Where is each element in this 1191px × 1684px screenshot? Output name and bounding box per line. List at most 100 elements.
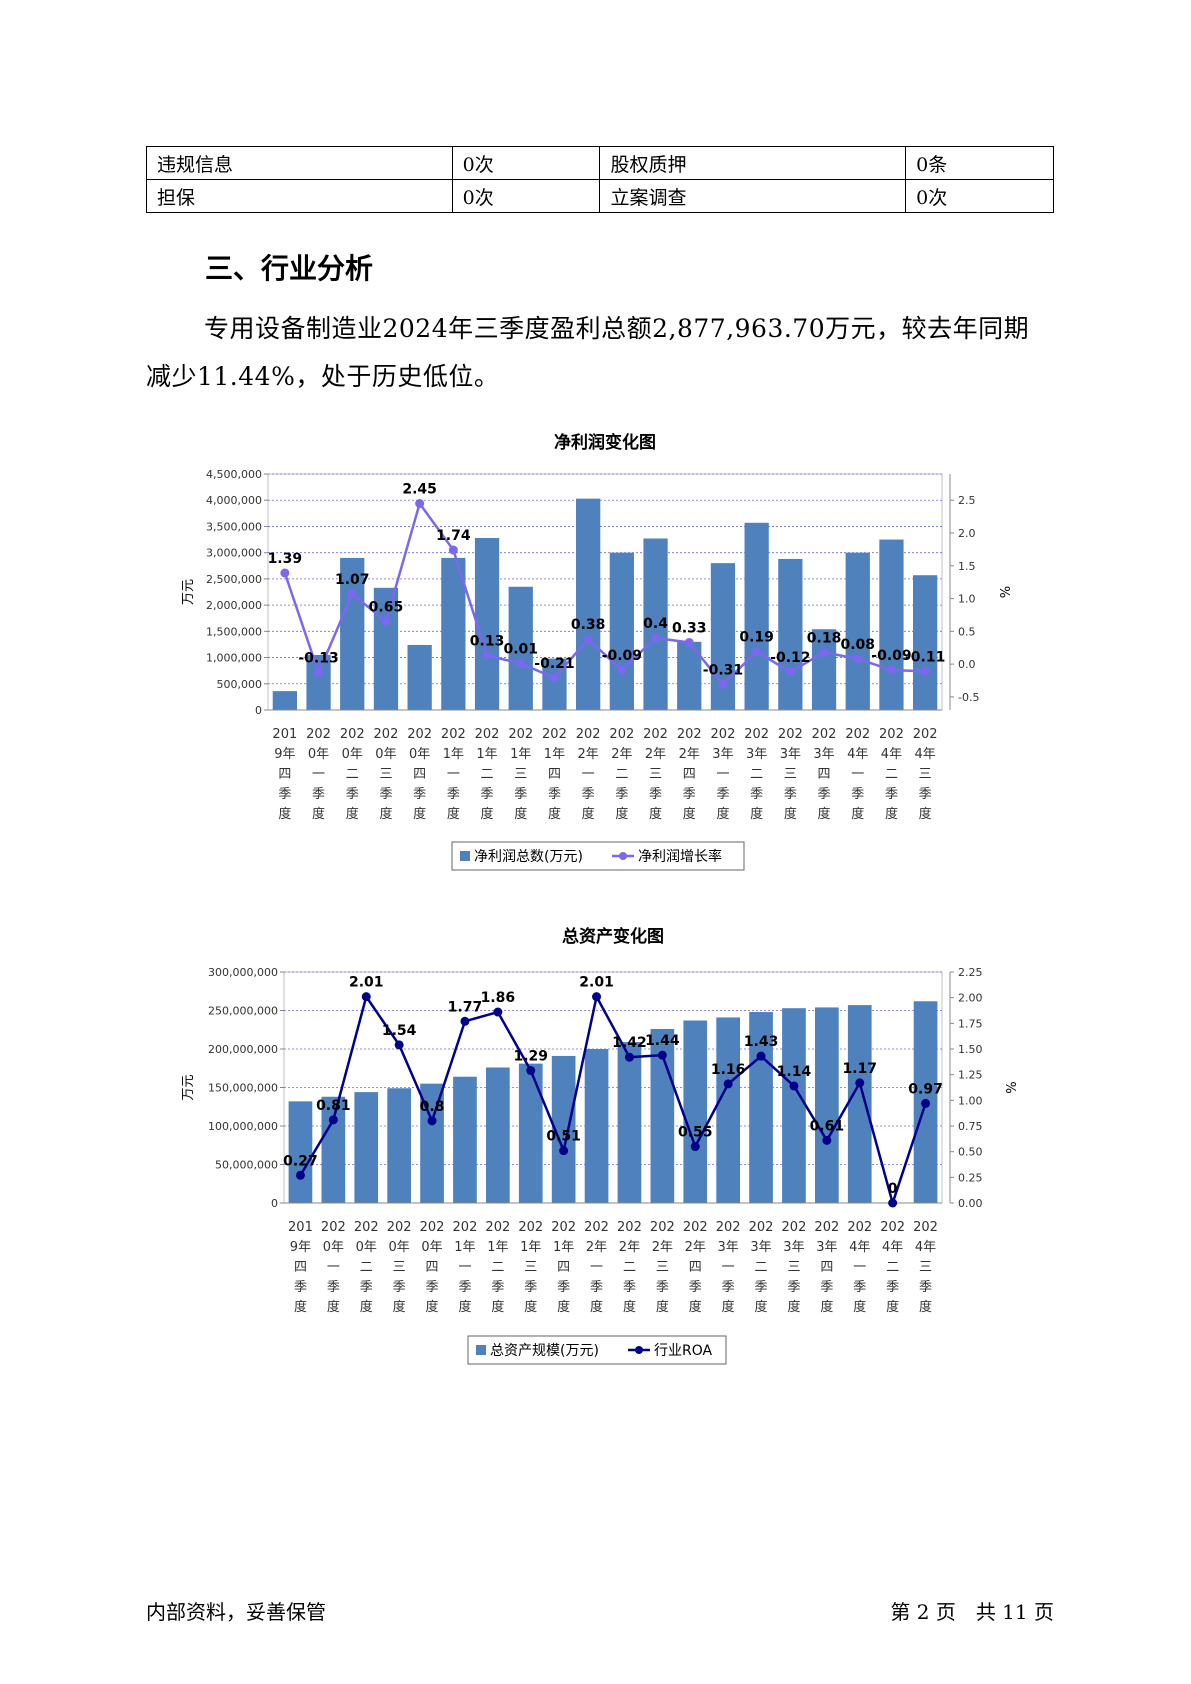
y2-tick-label: 2.25: [958, 966, 983, 979]
x-tick-label: 度: [327, 1299, 340, 1315]
x-tick-label: 季: [818, 787, 831, 802]
line-point: [855, 1078, 865, 1088]
x-tick-label: 1年: [520, 1240, 541, 1255]
x-tick-label: 度: [689, 1299, 702, 1315]
x-tick-label: 202: [847, 1220, 872, 1235]
line-point: [347, 589, 357, 599]
bar: [288, 1101, 313, 1203]
x-tick-label: 四: [818, 767, 831, 782]
bar: [551, 1055, 576, 1203]
footer-note: 内部资料，妥善保管: [146, 1600, 326, 1624]
x-tick-label: 度: [458, 1299, 471, 1315]
y-tick-label: 50,000,000: [215, 1159, 278, 1172]
x-tick-label: 季: [851, 787, 864, 802]
x-tick-label: 0年: [409, 747, 430, 762]
bar: [913, 575, 938, 710]
x-tick-label: 季: [360, 1280, 373, 1295]
y-tick-label: 100,000,000: [208, 1120, 278, 1133]
data-label: 1.44: [645, 1033, 680, 1049]
data-label: 0.38: [571, 617, 606, 633]
x-tick-label: 9年: [274, 747, 295, 762]
bar: [272, 691, 297, 710]
line-point: [526, 1066, 536, 1076]
y-tick-label: 500,000: [217, 678, 263, 691]
data-label: 0.4: [643, 616, 668, 632]
x-tick-label: 季: [787, 1280, 800, 1295]
x-tick-label: 1年: [454, 1240, 475, 1255]
x-tick-label: 季: [656, 1280, 669, 1295]
x-tick-label: 度: [853, 1299, 866, 1315]
x-tick-label: 202: [321, 1220, 346, 1235]
data-label: 1.43: [744, 1034, 779, 1050]
x-tick-label: 202: [453, 1220, 478, 1235]
x-tick-label: 季: [722, 1280, 735, 1295]
bar: [815, 1007, 839, 1203]
x-tick-label: 度: [722, 1299, 735, 1315]
info-table: 违规信息 0次 股权质押 0条 担保 0次 立案调查 0次: [146, 146, 1054, 213]
line-point: [723, 1079, 733, 1089]
x-tick-label: 1年: [487, 1240, 508, 1255]
x-tick-label: 季: [393, 1280, 406, 1295]
x-tick-label: 四: [557, 1260, 570, 1275]
x-tick-label: 度: [447, 806, 460, 822]
y2-tick-label: 1.5: [958, 560, 976, 573]
x-tick-label: 202: [306, 727, 331, 742]
data-label: 0.18: [807, 630, 842, 646]
bar: [782, 1008, 806, 1203]
y2-axis-title: %: [1002, 1081, 1017, 1093]
x-tick-label: 三: [514, 767, 527, 782]
x-tick-label: 一: [447, 767, 460, 782]
x-tick-label: 3年: [816, 1240, 837, 1255]
x-tick-label: 四: [820, 1260, 833, 1275]
x-tick-label: 季: [615, 787, 628, 802]
line-point: [314, 668, 324, 678]
x-tick-label: 度: [278, 806, 291, 822]
x-tick-label: 度: [787, 1299, 800, 1315]
table-cell: 0条: [905, 146, 1054, 180]
x-tick-label: 202: [508, 727, 533, 742]
line-point: [427, 1116, 437, 1126]
y2-tick-label: 1.0: [958, 593, 976, 606]
x-tick-label: 季: [683, 787, 696, 802]
data-label: 0.65: [369, 600, 404, 616]
x-tick-label: 一: [853, 1260, 866, 1275]
x-tick-label: 三: [524, 1260, 537, 1275]
table-cell: 0次: [451, 179, 601, 213]
x-tick-label: 四: [413, 767, 426, 782]
table-row: 担保 0次 立案调查 0次: [146, 179, 1054, 213]
y-tick-label: 4,000,000: [206, 494, 262, 507]
total-assets-chart-svg: 总资产变化图 0 50,000,000 100,000,000 150,000,000 2…: [181, 926, 1017, 1365]
x-tick-label: 度: [820, 1299, 833, 1315]
x-tick-label: 度: [548, 806, 561, 822]
x-tick-label: 季: [524, 1280, 537, 1295]
x-tick-label: 季: [312, 787, 325, 802]
line-point: [690, 1142, 700, 1152]
line-point: [624, 1052, 634, 1062]
data-label: 1.07: [335, 572, 370, 588]
x-tick-label: 3年: [746, 747, 767, 762]
x-tick-label: 0年: [375, 747, 396, 762]
y2-tick-label: 1.00: [958, 1094, 983, 1107]
bar: [453, 1076, 477, 1203]
data-label: 2.45: [402, 482, 437, 498]
x-tick-label: 202: [551, 1220, 576, 1235]
line-point: [559, 1146, 569, 1156]
y-tick-label: 1,000,000: [206, 652, 262, 665]
line-point: [592, 992, 602, 1002]
x-tick-label: 2年: [586, 1240, 607, 1255]
bar: [387, 1088, 411, 1203]
x-tick-label: 四: [689, 1260, 702, 1275]
line-point: [785, 667, 795, 677]
bar: [576, 498, 601, 710]
x-tick-label: 三: [919, 767, 932, 782]
x-tick-label: 季: [426, 1280, 439, 1295]
x-tick-label: 季: [327, 1280, 340, 1295]
x-tick-label: 二: [623, 1260, 636, 1275]
data-label: 0.8: [420, 1099, 445, 1115]
x-tick-label: 季: [689, 1280, 702, 1295]
data-label: -0.12: [770, 650, 810, 666]
line-point: [819, 647, 829, 657]
x-tick-label: 一: [722, 1260, 735, 1275]
line-point: [718, 679, 728, 689]
line-point: [394, 1040, 404, 1050]
